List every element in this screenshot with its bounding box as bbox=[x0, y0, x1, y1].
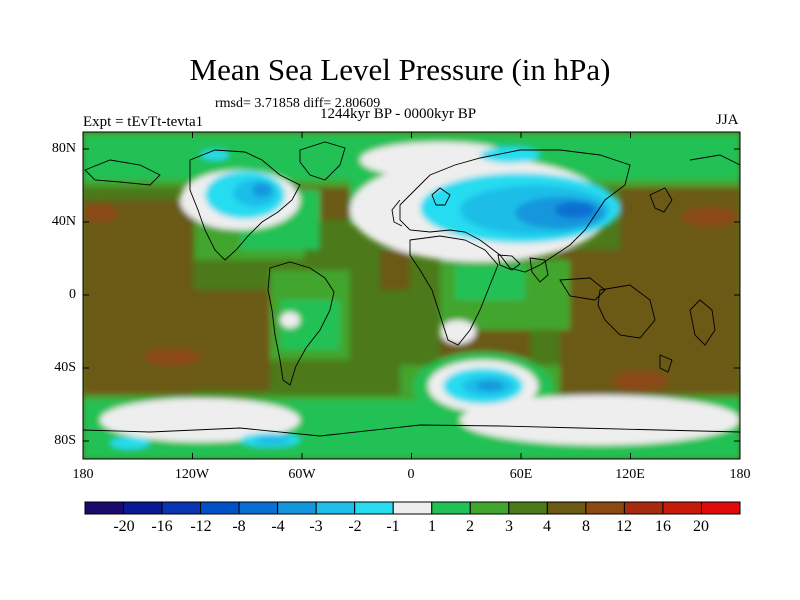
lat-label-40s: 40S bbox=[54, 360, 76, 375]
experiment-label: Expt = tEvTt-tevta1 bbox=[83, 114, 204, 130]
colorbar-box bbox=[662, 501, 702, 515]
rmsd-diff-stats: rmsd= 3.71858 diff= 2.80609 bbox=[215, 96, 381, 111]
colorbar-box bbox=[469, 501, 510, 515]
lat-label-80n: 80N bbox=[51, 141, 76, 156]
colorbar-box bbox=[123, 501, 163, 515]
colorbar-box bbox=[84, 501, 125, 515]
lon-label-180e: 180 bbox=[729, 467, 751, 482]
colorbar bbox=[84, 501, 741, 515]
period-label: 1244kyr BP - 0000kyr BP bbox=[320, 106, 477, 122]
lat-label-40n: 40N bbox=[51, 214, 76, 229]
pressure-field bbox=[83, 132, 740, 459]
colorbar-label: 20 bbox=[693, 518, 709, 535]
colorbar-label: -8 bbox=[232, 518, 246, 535]
colorbar-box bbox=[700, 501, 741, 515]
colorbar-label: -20 bbox=[113, 518, 135, 535]
lat-label-80s: 80S bbox=[54, 433, 76, 448]
colorbar-label: -12 bbox=[190, 518, 212, 535]
colorbar-label: 3 bbox=[505, 518, 513, 535]
colorbar-label: -4 bbox=[271, 518, 285, 535]
colorbar-box bbox=[238, 501, 279, 515]
lon-label-60e: 60E bbox=[509, 467, 533, 482]
lon-label-180w: 180 bbox=[72, 467, 94, 482]
coastlines bbox=[83, 141, 740, 437]
colorbar-box bbox=[585, 501, 625, 515]
colorbar-box bbox=[431, 501, 471, 515]
colorbar-label: -3 bbox=[309, 518, 323, 535]
colorbar-label: -1 bbox=[386, 518, 400, 535]
map-frame bbox=[82, 131, 741, 460]
colorbar-box bbox=[354, 501, 394, 515]
map-title: Mean Sea Level Pressure (in hPa) bbox=[189, 52, 611, 87]
colorbar-label: 12 bbox=[616, 518, 632, 535]
colorbar-box bbox=[392, 501, 433, 515]
colorbar-label: 1 bbox=[428, 518, 436, 535]
colorbar-label: 4 bbox=[543, 518, 551, 535]
colorbar-label: -16 bbox=[151, 518, 173, 535]
colorbar-label: 16 bbox=[655, 518, 671, 535]
colorbar-box bbox=[508, 501, 548, 515]
lon-label-120e: 120E bbox=[615, 467, 645, 482]
colorbar-box bbox=[315, 501, 356, 515]
colorbar-label: -2 bbox=[348, 518, 362, 535]
lon-label-0: 0 bbox=[407, 467, 415, 482]
lat-label-0: 0 bbox=[69, 287, 76, 302]
colorbar-box bbox=[161, 501, 202, 515]
colorbar-box bbox=[277, 501, 317, 515]
colorbar-box bbox=[546, 501, 587, 515]
colorbar-box bbox=[623, 501, 664, 515]
colorbar-label: 2 bbox=[466, 518, 474, 535]
colorbar-label: 8 bbox=[582, 518, 590, 535]
season-label: JJA bbox=[716, 112, 739, 128]
lon-label-120w: 120W bbox=[174, 467, 210, 482]
colorbar-box bbox=[200, 501, 240, 515]
lon-label-60w: 60W bbox=[288, 467, 316, 482]
